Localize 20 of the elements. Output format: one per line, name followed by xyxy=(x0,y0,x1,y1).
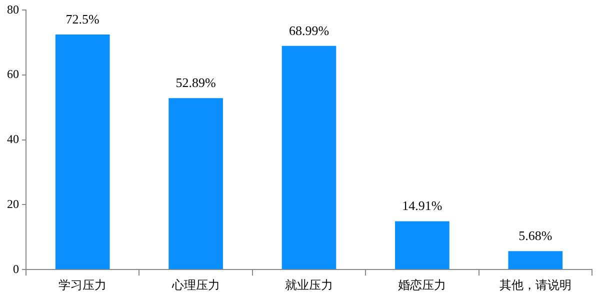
y-tick-label: 20 xyxy=(7,196,19,211)
bar xyxy=(395,221,450,270)
bar xyxy=(168,98,223,270)
data-label: 68.99% xyxy=(288,22,330,38)
y-tick-label: 80 xyxy=(7,2,19,16)
y-tick-label: 0 xyxy=(13,262,19,276)
data-label: 5.68% xyxy=(518,228,552,244)
x-tick-label: 就业压力 xyxy=(285,278,333,292)
x-tick-label: 婚恋压力 xyxy=(398,278,446,292)
bar xyxy=(282,46,336,270)
x-tick-label: 学习压力 xyxy=(58,278,107,292)
bar xyxy=(508,251,563,270)
data-label: 52.89% xyxy=(176,75,216,90)
y-tick-label: 40 xyxy=(7,132,19,146)
bar xyxy=(55,34,110,270)
data-label: 14.91% xyxy=(402,198,442,214)
x-tick-label: 其他，请说明 xyxy=(499,278,572,292)
x-tick-label: 心理压力 xyxy=(170,278,220,292)
y-tick-label: 60 xyxy=(7,67,19,82)
data-label: 72.5% xyxy=(66,11,100,26)
